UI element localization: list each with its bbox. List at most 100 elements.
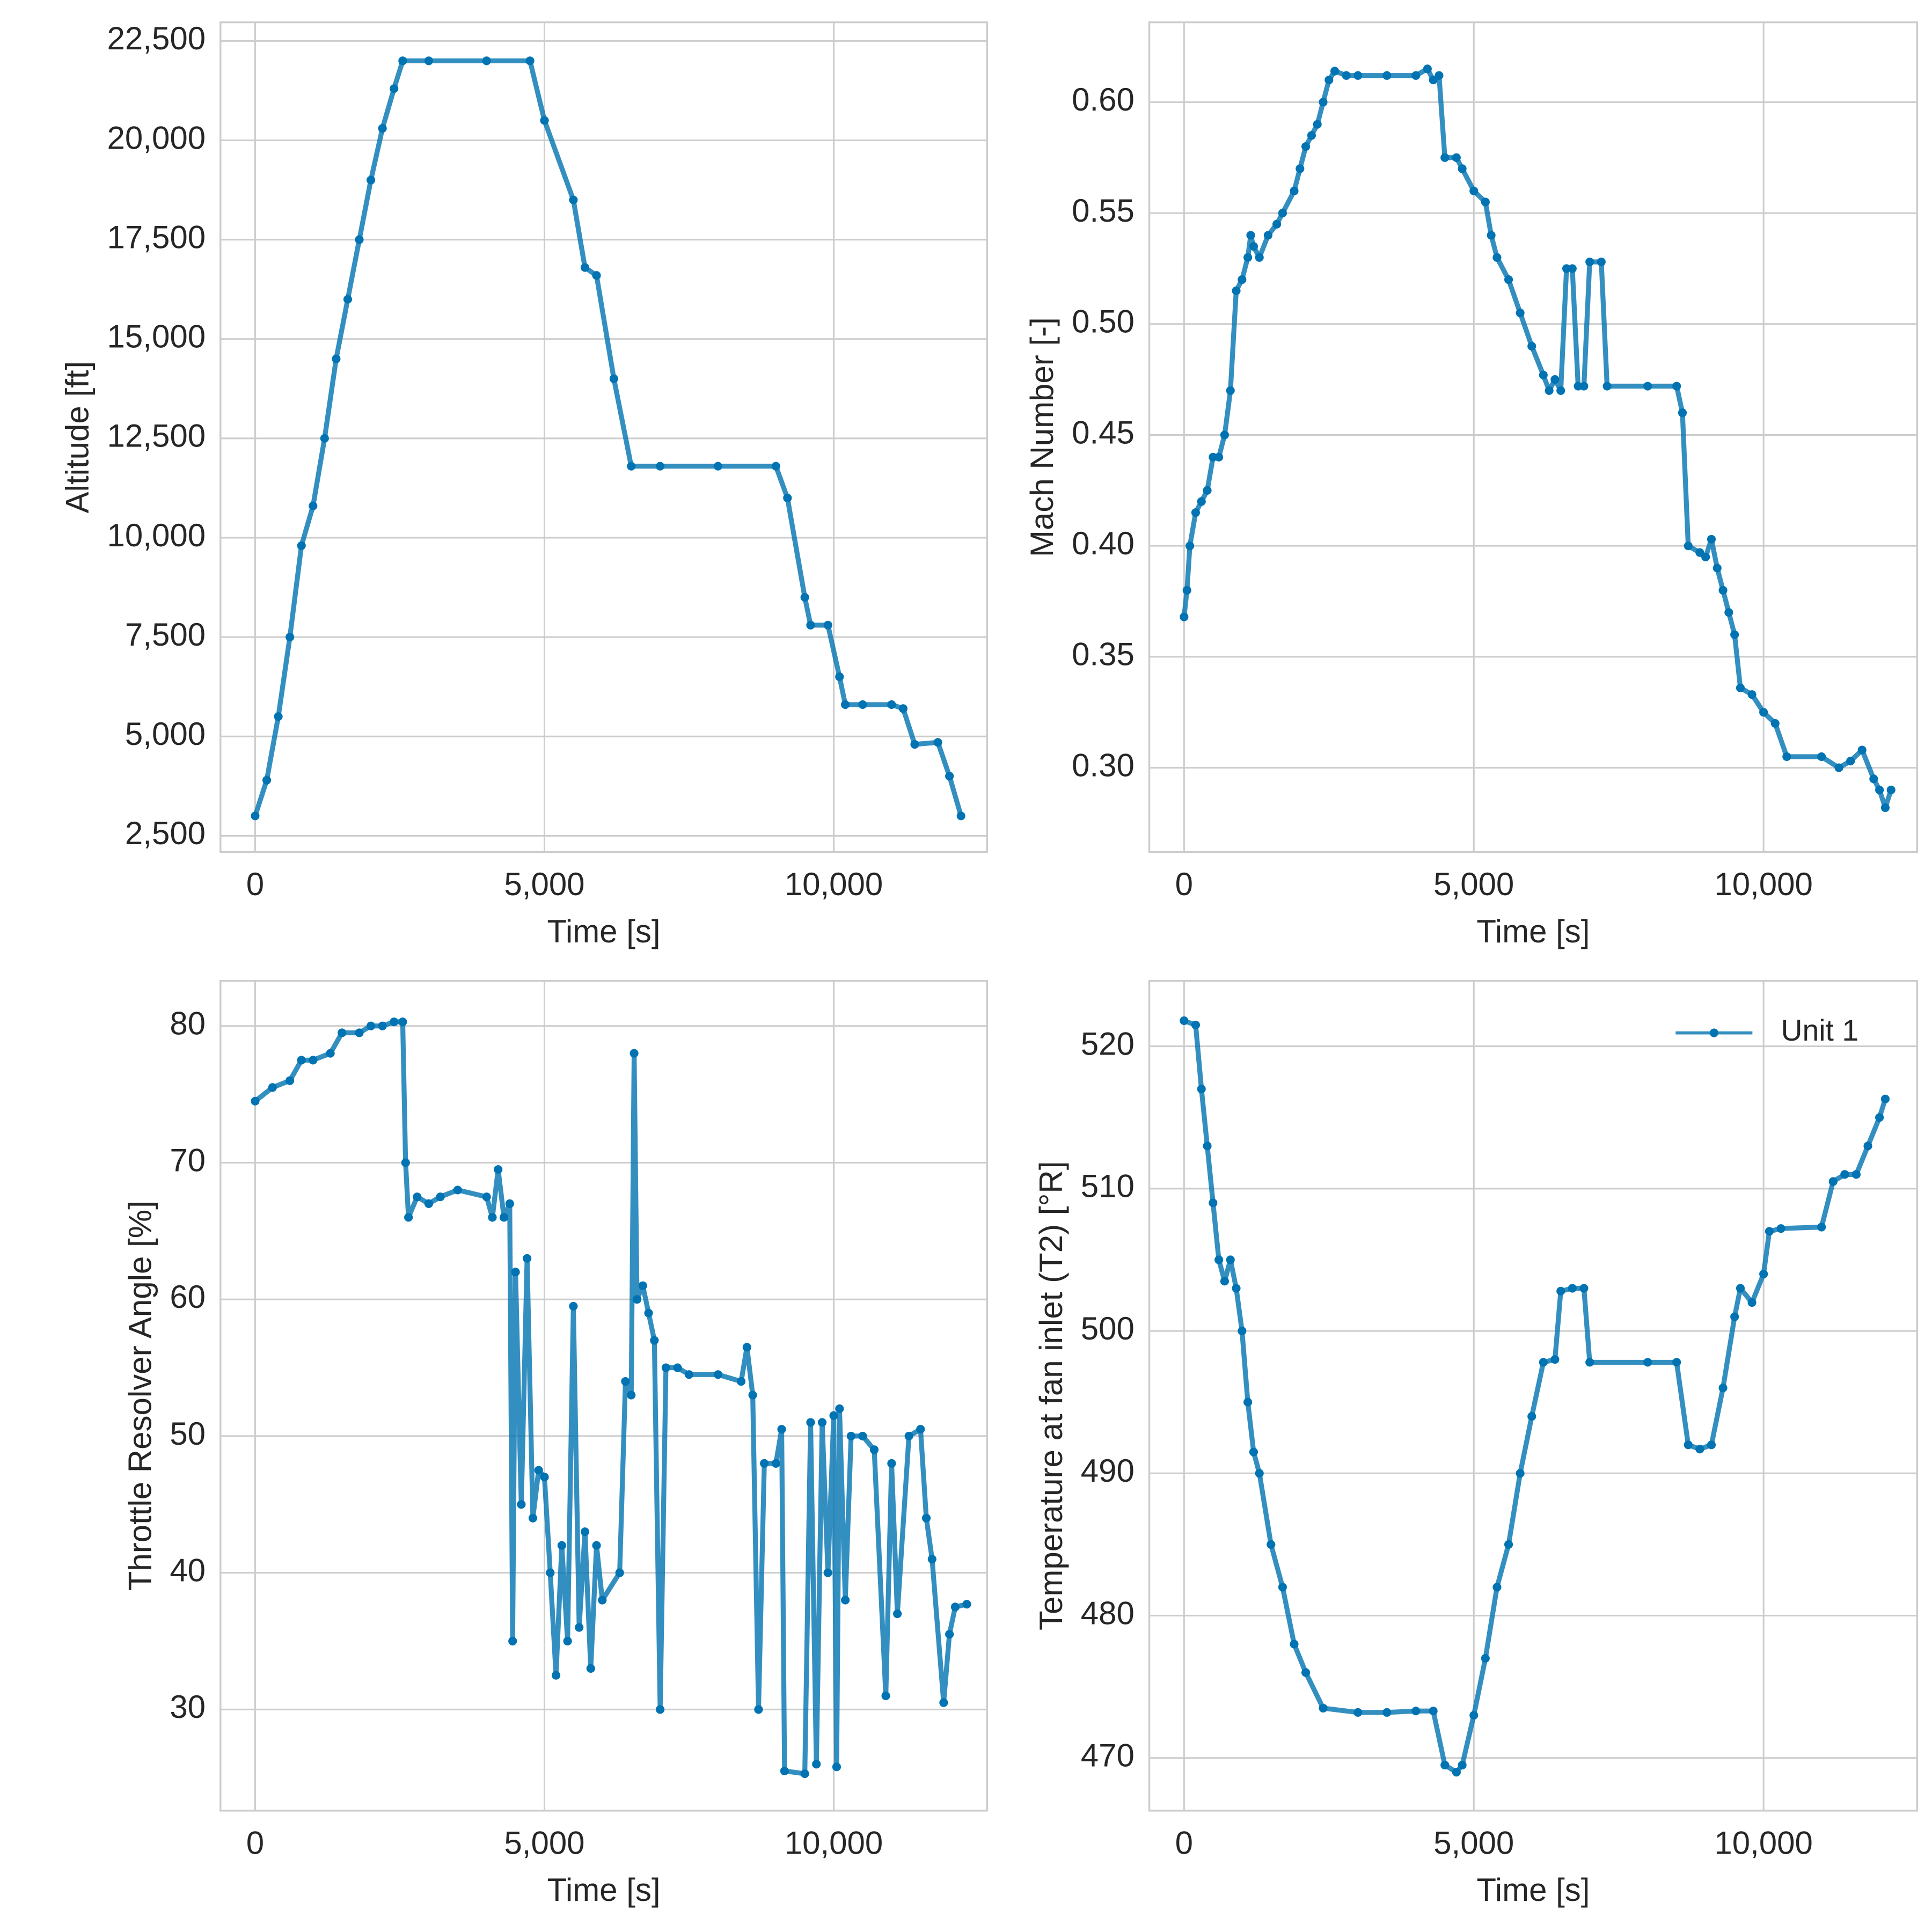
data-point: [534, 1466, 543, 1475]
data-point: [401, 1158, 410, 1167]
data-point: [887, 700, 896, 709]
data-point: [832, 1762, 841, 1772]
data-point: [1550, 375, 1560, 384]
data-point: [1869, 774, 1878, 784]
data-point: [627, 1391, 636, 1400]
data-point: [1684, 541, 1693, 551]
data-point: [673, 1363, 682, 1372]
data-point: [1713, 564, 1722, 573]
y-tick-label: 60: [170, 1279, 206, 1315]
data-point: [638, 1281, 647, 1290]
x-axis-label: Time [s]: [547, 1872, 660, 1908]
data-point: [517, 1500, 526, 1509]
data-point: [1880, 803, 1890, 813]
x-tick-label: 10,000: [785, 866, 883, 902]
data-point: [1846, 757, 1855, 766]
data-point: [1602, 382, 1612, 391]
data-point: [1886, 785, 1896, 795]
data-point: [1527, 342, 1536, 351]
x-tick-label: 10,000: [1714, 866, 1813, 902]
data-point: [1678, 408, 1687, 418]
y-tick-label: 0.45: [1072, 414, 1135, 450]
data-point: [1817, 1223, 1826, 1232]
data-point: [1643, 382, 1652, 391]
data-point: [436, 1192, 445, 1202]
data-point: [950, 1602, 960, 1612]
data-point: [1411, 71, 1421, 80]
data-point: [933, 738, 942, 747]
data-line: [1181, 66, 1894, 810]
data-point: [1516, 309, 1525, 318]
data-point: [1851, 1170, 1861, 1179]
data-point: [627, 462, 636, 471]
data-point: [1197, 497, 1206, 506]
data-point: [1238, 1327, 1247, 1336]
data-point: [806, 1418, 815, 1427]
data-point: [309, 1056, 318, 1065]
data-point: [927, 1555, 936, 1564]
data-line: [253, 1019, 968, 1776]
data-point: [592, 1541, 601, 1550]
y-tick-label: 70: [170, 1142, 206, 1178]
data-point: [286, 1076, 295, 1085]
data-point: [806, 620, 815, 630]
data-point: [1481, 1653, 1490, 1663]
data-point: [1429, 1707, 1438, 1716]
data-point: [1736, 1284, 1745, 1293]
y-tick-label: 0.40: [1072, 525, 1135, 561]
data-point: [1209, 1198, 1218, 1208]
data-point: [424, 1199, 433, 1208]
data-point: [1324, 75, 1334, 85]
data-point: [835, 1404, 844, 1414]
x-tick-label: 5,000: [504, 866, 584, 902]
data-point: [453, 1185, 462, 1195]
axes-frame: [1148, 21, 1919, 853]
data-point: [390, 84, 399, 93]
data-point: [812, 1760, 821, 1769]
data-point: [592, 271, 601, 280]
data-point: [1857, 745, 1867, 755]
data-point: [898, 704, 908, 713]
data-point: [1220, 430, 1229, 440]
data-point: [1452, 153, 1461, 162]
data-point: [1568, 264, 1577, 273]
axes-frame: [219, 21, 988, 853]
data-point: [893, 1609, 902, 1619]
data-point: [494, 1165, 503, 1174]
data-point: [575, 1623, 584, 1632]
data-point: [320, 434, 329, 443]
data-point: [1585, 257, 1594, 267]
data-point: [1423, 64, 1432, 74]
data-point: [713, 1370, 722, 1379]
data-point: [1724, 608, 1733, 617]
data-point: [1765, 1227, 1774, 1236]
data-point: [580, 263, 590, 272]
data-point: [274, 712, 283, 721]
data-point: [748, 1391, 757, 1400]
data-point: [650, 1336, 659, 1345]
legend-marker: [1709, 1028, 1718, 1037]
y-axis-label: Throttle Resolver Angle [%]: [122, 1201, 158, 1591]
data-point: [1730, 1312, 1739, 1321]
y-tick-label: 0.50: [1072, 304, 1135, 340]
data-point: [1185, 541, 1195, 551]
data-line: [1183, 1018, 1888, 1775]
y-tick-label: 17,500: [107, 219, 206, 255]
y-tick-label: 22,500: [107, 20, 206, 56]
data-point: [1545, 386, 1554, 395]
data-point: [846, 1431, 855, 1440]
data-point: [945, 1630, 954, 1639]
data-point: [1718, 1384, 1728, 1393]
data-point: [404, 1213, 413, 1222]
data-point: [1330, 67, 1340, 76]
data-point: [956, 811, 965, 821]
data-point: [656, 462, 665, 471]
data-point: [1226, 1255, 1235, 1264]
x-axis-label: Time [s]: [1476, 1872, 1590, 1908]
y-tick-label: 0.30: [1072, 747, 1135, 783]
data-point: [1875, 785, 1884, 795]
data-point: [424, 56, 433, 65]
x-tick-label: 0: [1175, 866, 1193, 902]
data-point: [413, 1192, 422, 1202]
